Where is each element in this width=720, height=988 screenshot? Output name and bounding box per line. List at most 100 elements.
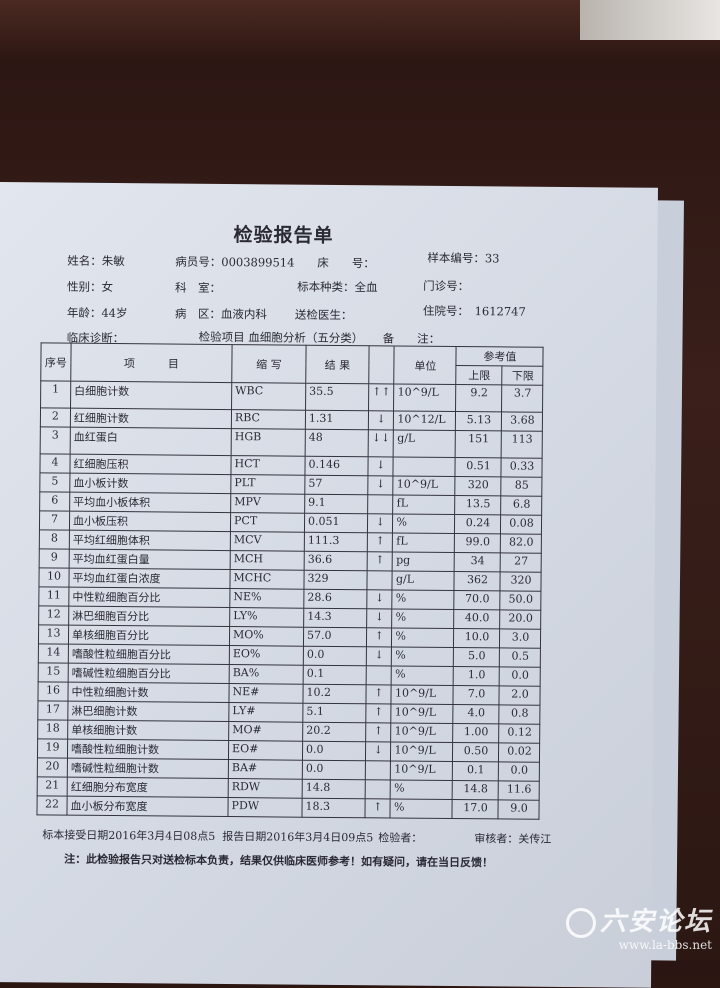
- cell-unit: %: [390, 798, 453, 819]
- cell-unit: %: [392, 608, 455, 629]
- cell-flag: ↑: [366, 627, 393, 647]
- cell-lower: 0.12: [499, 723, 541, 744]
- cell-abbr: MPV: [230, 493, 305, 514]
- cell-result: 0.146: [304, 456, 369, 476]
- cell-lower: 50.0: [500, 590, 542, 611]
- cell-no: 14: [38, 643, 69, 664]
- cell-no: 3: [40, 426, 71, 455]
- cell-result: 18.3: [301, 798, 366, 818]
- field-age: 年龄：44岁: [66, 305, 128, 321]
- cell-lower: 3.68: [501, 411, 543, 432]
- cell-abbr: EO#: [228, 740, 303, 761]
- cell-flag: ↑↑: [368, 383, 395, 411]
- cell-result: 0.0: [302, 741, 366, 761]
- cell-upper: 34: [454, 552, 501, 572]
- header-result: 结 果: [305, 345, 370, 384]
- cell-item: 平均血红蛋白浓度: [68, 568, 231, 589]
- results-table: 序号 项 目 缩 写 结 果 单位 参考值 上限 下限 1 白细胞计数 WBC 35.…: [36, 342, 544, 820]
- field-ward: 病 区：血液内科: [174, 306, 267, 322]
- cell-unit: g/L: [392, 570, 455, 591]
- cell-no: 5: [39, 472, 70, 493]
- cell-upper: 17.0: [452, 799, 499, 819]
- cell-flag: ↑: [365, 684, 392, 704]
- cell-result: 111.3: [304, 532, 368, 552]
- cell-item: 血红蛋白: [70, 427, 232, 456]
- watermark-logo-text: 六安论坛: [599, 907, 712, 937]
- cell-abbr: BA#: [228, 759, 303, 780]
- cell-lower: 3.0: [499, 628, 542, 649]
- cell-unit: g/L: [393, 429, 456, 458]
- cell-lower: 6.8: [501, 495, 543, 516]
- cell-upper: 4.0: [453, 704, 500, 724]
- cell-result: 0.051: [304, 513, 368, 533]
- cell-flag: ↓: [367, 513, 394, 533]
- cell-upper: 320: [455, 476, 502, 496]
- cell-abbr: PCT: [230, 512, 305, 533]
- cell-result: 0.0: [303, 646, 367, 666]
- cell-abbr: NE%: [229, 588, 304, 609]
- cell-upper: 9.2: [455, 384, 503, 412]
- cell-unit: 10^12/L: [393, 410, 456, 431]
- cell-lower: 0.33: [501, 457, 543, 478]
- cell-abbr: EO%: [229, 645, 304, 666]
- cell-no: 9: [39, 548, 70, 569]
- cell-flag: ↑: [367, 551, 393, 571]
- window-light: [580, 0, 720, 40]
- cell-flag: ↓: [367, 456, 394, 476]
- cell-unit: %: [391, 646, 454, 667]
- cell-no: 13: [38, 624, 69, 645]
- cell-item: 嗜碱性粒细胞百分比: [68, 663, 230, 684]
- cell-item: 红细胞分布宽度: [67, 777, 229, 798]
- cell-lower: 320: [500, 571, 542, 592]
- field-clinic-no: 门诊号：: [423, 278, 470, 294]
- cell-lower: 2.0: [499, 685, 541, 706]
- cell-upper: 99.0: [454, 533, 501, 553]
- cell-flag: [366, 570, 393, 590]
- disclaimer-note: 注：此检验报告只对送检标本负责，结果仅供临床医师参考！如有疑问，请在当日反馈！: [64, 852, 494, 870]
- cell-item: 白细胞计数: [70, 381, 232, 410]
- cell-result: 0.0: [302, 760, 366, 780]
- field-inpatient-no: 住院号： 1612747: [422, 303, 526, 319]
- cell-no: 18: [37, 719, 68, 740]
- cell-item: 血小板压积: [69, 511, 231, 532]
- cell-unit: 10^9/L: [393, 475, 456, 496]
- field-remark: 备 注：: [382, 331, 441, 346]
- cell-no: 12: [38, 605, 69, 626]
- cell-result: 5.1: [302, 703, 366, 723]
- cell-no: 22: [36, 795, 68, 816]
- cell-item: 平均红细胞体积: [69, 530, 231, 551]
- cell-unit: %: [390, 779, 453, 800]
- cell-unit: 10^9/L: [390, 760, 453, 781]
- cell-flag: [365, 760, 391, 780]
- cell-flag: ↓: [368, 410, 394, 430]
- cell-result: 0.1: [303, 665, 367, 685]
- cell-upper: 5.0: [453, 647, 500, 667]
- field-sample-no: 样本编号：33: [427, 250, 500, 266]
- cell-upper: 0.50: [452, 742, 500, 762]
- cell-upper: 0.1: [452, 761, 499, 781]
- cell-item: 中性粒细胞百分比: [68, 587, 230, 608]
- cell-item: 嗜碱性粒细胞计数: [67, 758, 229, 779]
- cell-unit: 10^9/L: [391, 684, 454, 705]
- cell-unit: pg: [392, 551, 455, 572]
- cell-lower: 0.0: [498, 761, 540, 782]
- cell-item: 红细胞计数: [70, 408, 232, 429]
- cell-abbr: RDW: [228, 778, 303, 799]
- cell-upper: 70.0: [454, 590, 501, 610]
- cell-flag: ↓↓: [368, 429, 394, 457]
- header-ref: 参考值: [456, 346, 544, 367]
- cell-lower: 11.6: [498, 780, 540, 801]
- field-bed-no: 床 号：: [317, 255, 375, 271]
- cell-item: 嗜酸性粒细胞百分比: [68, 644, 230, 665]
- cell-unit: [393, 456, 456, 477]
- cell-flag: [365, 779, 391, 799]
- cell-item: 红细胞压积: [69, 454, 232, 475]
- cell-lower: 113: [501, 430, 543, 459]
- cell-no: 10: [38, 567, 70, 588]
- cell-result: 329: [303, 570, 368, 590]
- cell-abbr: NE#: [228, 683, 304, 704]
- cell-unit: %: [392, 513, 456, 534]
- cell-abbr: MO#: [228, 721, 303, 742]
- field-sex: 性别：女: [67, 279, 114, 295]
- cell-lower: 27: [500, 552, 542, 573]
